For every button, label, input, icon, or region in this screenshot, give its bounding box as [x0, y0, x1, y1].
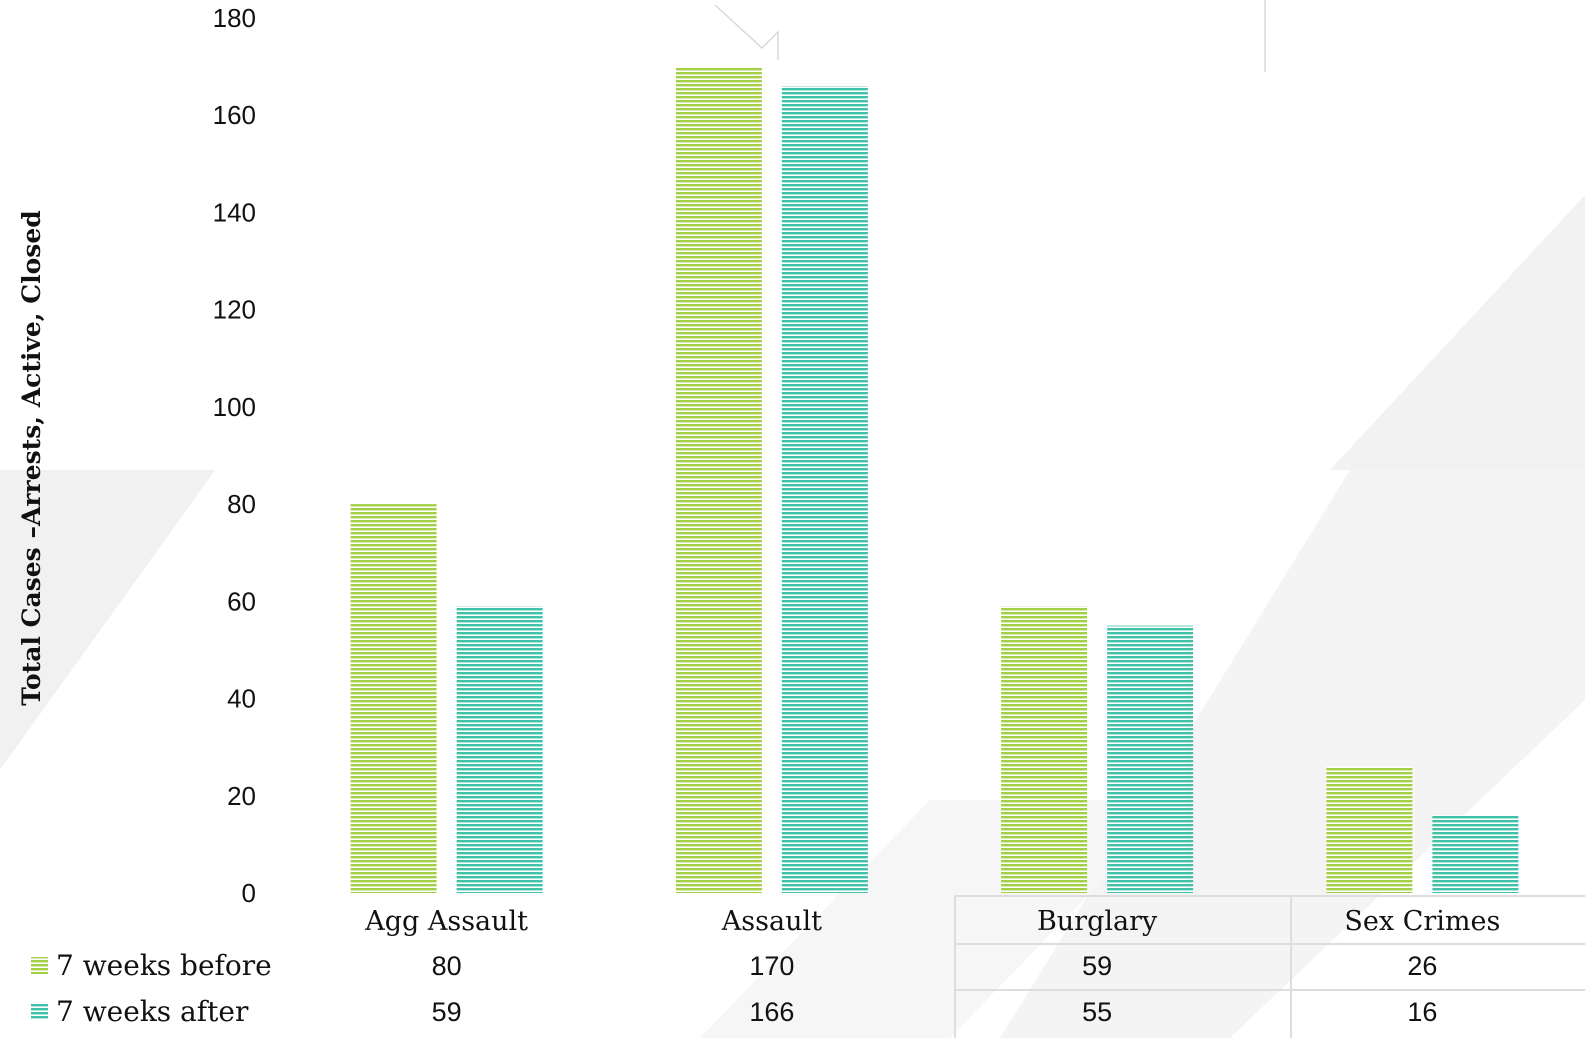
y-tick-label: 100: [213, 392, 256, 422]
y-axis-ticks: 0 20 40 60 80 100 120 140 160 180: [213, 3, 256, 908]
y-tick-label: 40: [227, 684, 256, 714]
category-label: Sex Crimes: [1344, 906, 1500, 937]
y-tick-label: 60: [227, 586, 256, 616]
category-label: Burglary: [1037, 906, 1158, 937]
data-label: 166: [749, 997, 794, 1027]
y-tick-label: 120: [213, 295, 256, 325]
bar-before-sex-crimes: [1326, 766, 1413, 893]
bar-after-sex-crimes: [1432, 815, 1519, 893]
bar-after-agg-assault: [456, 606, 543, 893]
bar-before-agg-assault: [350, 504, 437, 893]
bars: [350, 66, 1519, 894]
data-label: 59: [1082, 951, 1112, 981]
data-table: Agg Assault Assault Burglary Sex Crimes 7 w…: [31, 895, 1585, 1038]
legend-swatch: [31, 957, 48, 974]
bar-after-burglary: [1107, 625, 1194, 893]
bar-before-assault: [675, 66, 762, 894]
y-tick-label: 80: [227, 489, 256, 519]
y-tick-label: 160: [213, 100, 256, 130]
category-label: Assault: [721, 906, 822, 937]
data-label: 59: [432, 997, 462, 1027]
data-label: 170: [749, 951, 794, 981]
category-label: Agg Assault: [364, 906, 528, 937]
data-label: 16: [1407, 997, 1437, 1027]
data-label: 55: [1082, 997, 1112, 1027]
y-tick-label: 0: [242, 878, 256, 908]
legend-label: 7 weeks after: [56, 995, 249, 1028]
data-label: 26: [1407, 951, 1437, 981]
data-label: 80: [432, 951, 462, 981]
bar-before-burglary: [1001, 606, 1088, 893]
y-tick-label: 180: [213, 3, 256, 33]
legend-label: 7 weeks before: [56, 949, 272, 982]
y-axis-label: Total Cases –Arrests, Active, Closed: [17, 210, 46, 706]
y-tick-label: 20: [227, 781, 256, 811]
legend-swatch: [31, 1003, 48, 1020]
y-tick-label: 140: [213, 197, 256, 227]
bar-after-assault: [781, 86, 868, 894]
